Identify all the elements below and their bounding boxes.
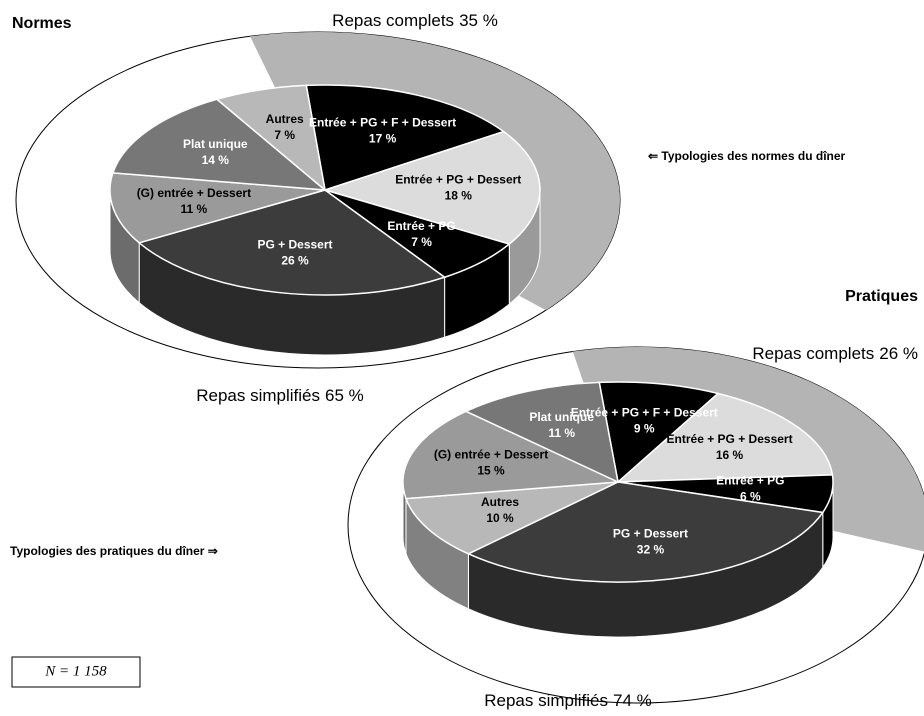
slice (215, 84, 327, 192)
slice-value-label: 11 % (181, 202, 208, 216)
slice-value-label: 6 % (740, 490, 761, 504)
slice-value-label: 7 % (411, 235, 432, 249)
group-value: 26 % (879, 344, 918, 363)
slice-label: (G) entrée + Dessert (137, 186, 251, 200)
slice-label: Entrée + PG + Dessert (667, 432, 793, 446)
slice-label: Autres (266, 112, 304, 126)
slice-value-label: 16 % (716, 448, 744, 462)
group-label: Repas complets 26 % (752, 344, 918, 363)
chart-title: Normes (12, 15, 72, 32)
slice-label: PG + Dessert (257, 238, 332, 252)
group-name: Repas simplifiés (484, 691, 608, 710)
slice (109, 172, 326, 244)
slice-value-label: 9 % (634, 421, 655, 435)
slice-value-label: 15 % (477, 463, 505, 477)
slice-label: Entrée + PG + F + Dessert (571, 405, 718, 419)
slice-label: Entrée + PG (387, 219, 455, 233)
note: N = 1 158 (44, 663, 107, 679)
slice-value-label: 10 % (486, 511, 514, 525)
slice (615, 392, 834, 483)
slice-value-label: 7 % (274, 128, 295, 142)
slice (111, 98, 328, 191)
group-name: Repas complets (752, 344, 874, 363)
group-value: 65 % (325, 386, 364, 405)
slice (402, 410, 621, 500)
annotation: ⇐ Typologies des normes du dîner (648, 149, 846, 163)
slice-value-label: 17 % (369, 131, 397, 145)
slice-label: (G) entrée + Dessert (434, 447, 548, 461)
group-name: Repas complets (332, 11, 454, 30)
slice-value-label: 18 % (445, 189, 473, 203)
slice-value-label: 26 % (281, 254, 309, 268)
group-name: Repas simplifiés (196, 386, 320, 405)
slice (404, 481, 619, 555)
slice-value-label: 32 % (637, 542, 665, 556)
slice (598, 381, 720, 484)
annotation: Typologies des pratiques du dîner ⇒ (10, 544, 218, 558)
slice-label: Autres (481, 495, 519, 509)
slice (466, 481, 825, 583)
slice-label: Entrée + PG + F + Dessert (309, 115, 456, 129)
slice (137, 189, 447, 296)
group-label: Repas simplifiés 74 % (484, 691, 652, 710)
group-label: Repas complets 35 % (332, 11, 498, 30)
slice-label: PG + Dessert (613, 526, 688, 540)
slice (464, 381, 620, 484)
slice-label: Plat unique (183, 137, 248, 151)
slice-value-label: 11 % (548, 426, 575, 440)
slice (322, 130, 541, 245)
slice-label: Entrée + PG (716, 474, 784, 488)
group-value: 35 % (459, 11, 498, 30)
group-label: Repas simplifiés 65 % (196, 386, 364, 405)
chart-title: Pratiques (845, 288, 918, 305)
slice-label: Entrée + PG + Dessert (395, 173, 521, 187)
group-value: 74 % (613, 691, 652, 710)
slice-value-label: 14 % (202, 153, 230, 167)
slice (305, 84, 506, 191)
note-box (11, 656, 141, 688)
slice-label: Plat unique (529, 410, 594, 424)
